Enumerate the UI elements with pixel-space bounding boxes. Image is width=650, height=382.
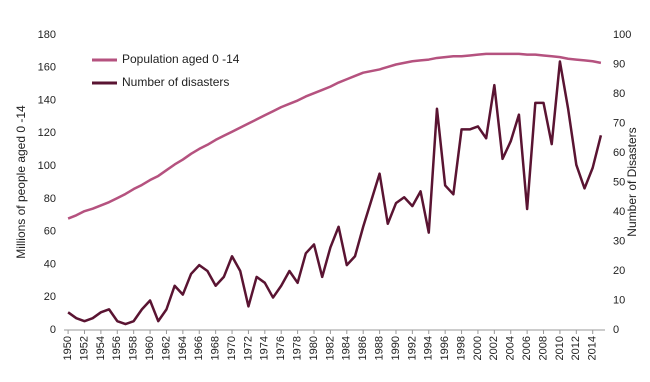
x-tick-label: 1974 [259,336,271,360]
y-tick-label: 100 [38,160,56,172]
y2-tick-label: 70 [613,117,625,129]
x-tick-label: 2010 [554,336,566,360]
x-tick-label: 1970 [226,336,238,360]
y2-tick-label: 10 [613,294,625,306]
x-tick-label: 1966 [193,336,205,360]
legend-label: Population aged 0 -14 [122,52,240,66]
x-tick-label: 2012 [570,336,582,360]
x-tick-label: 1980 [308,336,320,360]
y2-tick-label: 0 [613,324,619,336]
x-tick-label: 2000 [472,336,484,360]
y-tick-label: 80 [44,193,56,205]
x-tick-label: 1990 [390,336,402,360]
y-tick-label: 40 [44,258,56,270]
x-tick-label: 1954 [95,336,107,360]
x-tick-label: 1972 [242,336,254,360]
x-tick-label: 1976 [275,336,287,360]
y2-tick-label: 20 [613,265,625,277]
x-tick-label: 1982 [324,336,336,360]
x-tick-label: 2004 [505,336,517,360]
x-tick-label: 2014 [587,336,599,360]
x-tick-label: 1994 [423,336,435,360]
y-tick-label: 60 [44,226,56,238]
y2-tick-label: 80 [613,88,625,100]
x-tick-label: 1996 [439,336,451,360]
x-tick-label: 1962 [160,336,172,360]
y-tick-label: 180 [38,29,56,41]
y-tick-label: 0 [50,324,56,336]
x-tick-label: 1998 [455,336,467,360]
y2-tick-label: 40 [613,206,625,218]
x-tick-label: 2006 [521,336,533,360]
y2-axis-title: Number of Disasters [625,127,639,236]
y2-tick-label: 30 [613,235,625,247]
x-tick-label: 1952 [78,336,90,360]
y2-tick-label: 100 [613,29,631,41]
legend-label: Number of disasters [122,75,229,89]
x-tick-label: 2008 [537,336,549,360]
x-tick-label: 1986 [357,336,369,360]
y-tick-label: 20 [44,291,56,303]
x-tick-label: 1968 [210,336,222,360]
x-tick-label: 1956 [111,336,123,360]
y2-tick-label: 60 [613,147,625,159]
x-tick-label: 1958 [128,336,140,360]
x-tick-label: 1964 [177,336,189,360]
y2-tick-label: 50 [613,176,625,188]
y-tick-label: 160 [38,62,56,74]
x-tick-label: 1960 [144,336,156,360]
y2-tick-label: 90 [613,58,625,70]
x-tick-label: 1950 [62,336,74,360]
series-line [67,52,602,220]
y-axis-title: Millions of people aged 0 -14 [14,105,28,259]
x-tick-label: 1984 [341,336,353,360]
x-tick-label: 2002 [488,336,500,360]
x-tick-label: 1992 [406,336,418,360]
x-tick-label: 1978 [292,336,304,360]
y-tick-label: 140 [38,94,56,106]
series-line [67,60,603,326]
y-tick-label: 120 [38,127,56,139]
x-tick-label: 1988 [373,336,385,360]
